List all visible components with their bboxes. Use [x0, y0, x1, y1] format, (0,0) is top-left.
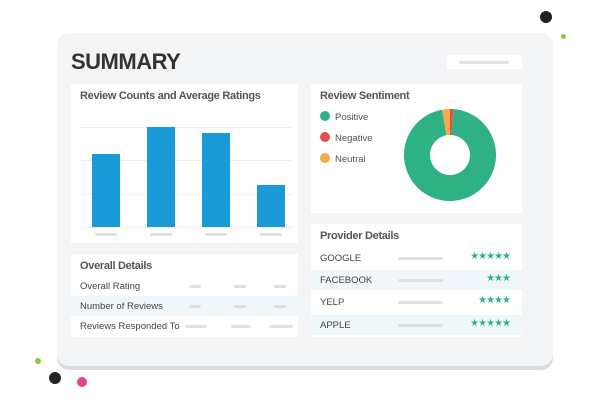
donut-slice-positive[interactable] — [404, 109, 496, 201]
legend-neutral: Neutral — [320, 153, 366, 165]
legend-negative: Negative — [320, 132, 373, 144]
provider-name: YELP — [320, 297, 345, 308]
donut-chart — [404, 109, 496, 201]
donut-slice-negative[interactable] — [450, 109, 454, 136]
x-tick-label — [260, 233, 282, 236]
panel-title: Review Counts and Average Ratings — [80, 90, 261, 102]
provider-row[interactable]: FACEBOOK ★★★ — [311, 270, 522, 290]
legend-positive: Positive — [320, 111, 368, 123]
review-sentiment-panel: Review Sentiment Positive Negative Neutr… — [311, 84, 522, 213]
legend-label: Negative — [335, 133, 373, 144]
legend-label: Positive — [335, 112, 369, 123]
legend-label: Neutral — [335, 154, 366, 165]
provider-name: GOOGLE — [320, 253, 362, 264]
table-row: Overall Rating — [71, 276, 298, 296]
panel-title: Provider Details — [320, 230, 399, 242]
star-rating-icon: ★★★★★ — [470, 251, 511, 262]
overall-details-panel: Overall Details Overall Rating Number of… — [71, 254, 298, 337]
table-row: Number of Reviews — [71, 296, 298, 316]
x-tick-label — [150, 233, 172, 236]
bar[interactable] — [147, 127, 175, 227]
neutral-dot-icon — [320, 153, 330, 163]
gridline — [81, 227, 293, 228]
provider-name: APPLE — [320, 320, 351, 331]
star-rating-icon: ★★★★ — [478, 295, 511, 306]
decor-dot — [77, 377, 87, 387]
provider-row[interactable]: GOOGLE ★★★★★ — [311, 248, 522, 268]
provider-row[interactable]: YELP ★★★★ — [311, 292, 522, 312]
review-counts-panel: Review Counts and Average Ratings — [71, 84, 298, 243]
negative-dot-icon — [320, 132, 330, 142]
search-input[interactable] — [447, 55, 522, 69]
row-label: Number of Reviews — [80, 301, 163, 312]
row-label: Overall Rating — [80, 281, 141, 292]
panel-title: Review Sentiment — [320, 90, 410, 102]
panel-title: Overall Details — [80, 260, 152, 272]
table-row: Reviews Responded To — [71, 316, 298, 336]
provider-row[interactable]: APPLE ★★★★★ — [311, 315, 522, 335]
decor-dot — [561, 34, 566, 39]
positive-dot-icon — [320, 111, 330, 121]
x-tick-label — [205, 233, 227, 236]
provider-details-panel: Provider Details GOOGLE ★★★★★ FACEBOOK ★★★… — [311, 224, 522, 337]
decor-dot — [35, 358, 41, 364]
star-rating-icon: ★★★ — [486, 273, 511, 284]
bar[interactable] — [257, 185, 285, 227]
x-tick-label — [95, 233, 117, 236]
page-title: SUMMARY — [71, 49, 181, 74]
donut-slice-neutral[interactable] — [441, 109, 450, 136]
bar[interactable] — [202, 133, 230, 227]
gridline — [81, 127, 293, 128]
bar[interactable] — [92, 154, 120, 227]
provider-name: FACEBOOK — [320, 275, 373, 286]
gridline — [81, 193, 293, 195]
gridline — [81, 160, 293, 162]
decor-dot — [49, 372, 61, 384]
row-label: Reviews Responded To — [80, 321, 180, 332]
star-rating-icon: ★★★★★ — [470, 318, 511, 329]
decor-dot — [540, 11, 552, 23]
